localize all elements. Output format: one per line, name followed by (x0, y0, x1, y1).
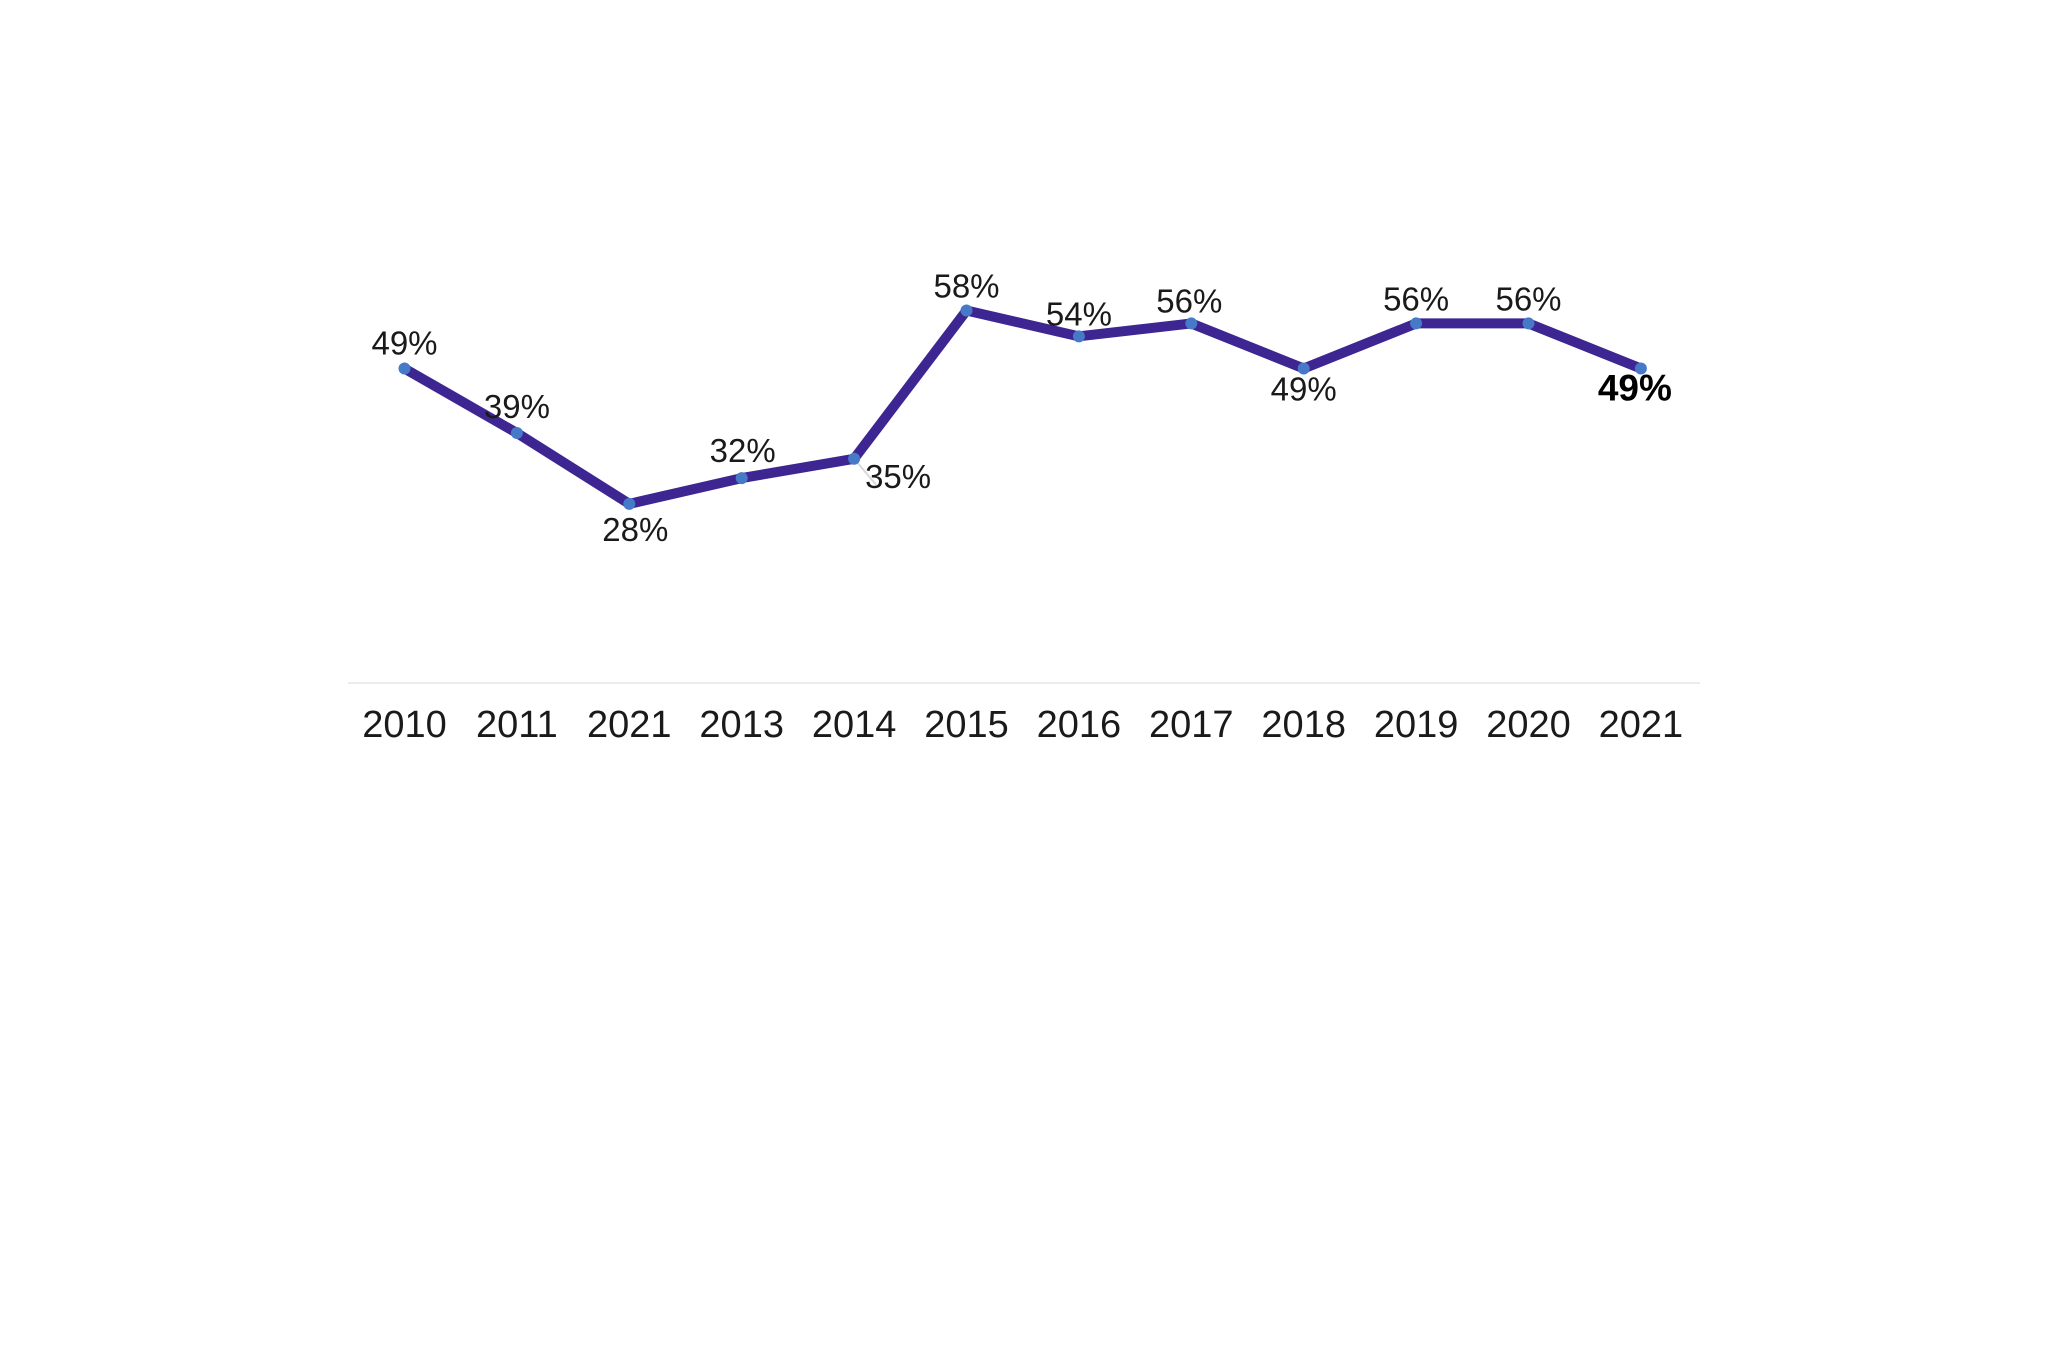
data-point-2021-11 (1634, 362, 1647, 375)
data-point-2020-10 (1522, 317, 1535, 330)
data-point-2016-6 (1072, 330, 1085, 343)
data-label-2021-11: 49% (1598, 368, 1672, 409)
data-point-2021-2 (623, 497, 636, 510)
x-tick-label-6: 2016 (1037, 704, 1122, 746)
data-label-2019-9: 56% (1383, 280, 1449, 317)
data-label-2018-8: 49% (1271, 371, 1337, 408)
x-tick-label-2: 2021 (587, 704, 672, 746)
x-tick-label-5: 2015 (924, 704, 1009, 746)
data-label-2014-4: 35% (865, 458, 931, 495)
x-tick-label-1: 2011 (476, 704, 558, 746)
data-label-2021-2: 28% (602, 511, 668, 548)
data-label-2017-7: 56% (1156, 282, 1222, 319)
data-label-2016-6: 54% (1046, 295, 1112, 332)
x-tick-label-8: 2018 (1261, 704, 1346, 746)
series-line (399, 305, 1646, 509)
data-point-2010-0 (398, 362, 411, 375)
x-tick-label-10: 2020 (1486, 704, 1571, 746)
data-point-2019-9 (1410, 317, 1423, 330)
data-label-2015-5: 58% (933, 268, 999, 305)
data-point-2011-1 (510, 426, 523, 439)
x-tick-label-7: 2017 (1149, 704, 1234, 746)
data-label-2020-10: 56% (1495, 280, 1561, 317)
x-tick-label-3: 2013 (699, 704, 784, 746)
data-point-2014-4 (848, 452, 861, 465)
data-point-2015-5 (960, 304, 973, 317)
data-label-2010-0: 49% (371, 325, 437, 362)
data-label-2013-3: 32% (710, 432, 776, 469)
data-point-2017-7 (1185, 317, 1198, 330)
x-tick-label-4: 2014 (812, 704, 897, 746)
x-tick-label-9: 2019 (1374, 704, 1459, 746)
x-tick-label-0: 2010 (362, 704, 447, 746)
x-tick-label-11: 2021 (1599, 704, 1684, 746)
data-label-2011-1: 39% (484, 388, 550, 425)
data-point-2018-8 (1297, 362, 1310, 375)
data-point-2013-3 (735, 472, 748, 485)
